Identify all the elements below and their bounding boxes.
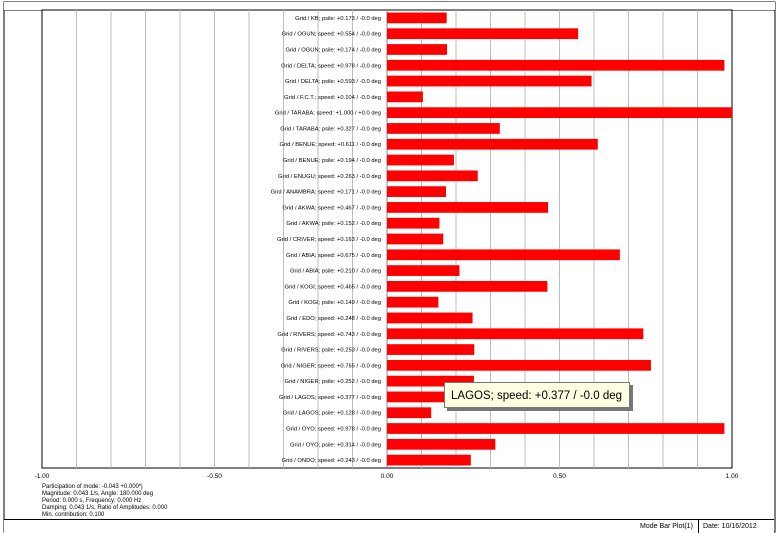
bar-category-label: Grid / ANAMBRA; speed: +0.171 / -0.0 deg [271,190,381,196]
bar [387,217,440,229]
bar-category-label: Grid / EDO; speed: +0.248 / -0.0 deg [286,316,381,322]
bar [387,344,475,355]
bar [387,91,423,103]
bar-category-label: Grid / BENUE; psile: +0.194 / -0.0 deg [283,158,381,164]
bar [387,407,432,419]
bar [387,202,549,213]
mode-info-line: Magnitude: 0.043 1/s, Angle: 180.000 deg [42,491,154,497]
bar [387,438,496,450]
bar-category-label: Grid / TARABA; speed: +1.000 / +0.0 deg [275,111,381,117]
bar-category-label: Grid / NIGER; speed: +0.765 / -0.0 deg [281,363,381,369]
bar-category-label: Grid / ABIA; speed: +0.675 / -0.0 deg [286,253,381,259]
bar [387,312,473,324]
x-tick-label: 1.00 [726,473,739,480]
bar-category-label: Grid / KOGI; psile: +0.149 / -0.0 deg [288,300,381,306]
bar [387,359,651,371]
bar-category-label: Grid / ENUGU; speed: +0.263 / -0.0 deg [278,174,381,180]
bar-series [387,12,732,466]
bar-category-label: Grid / AKWA; speed: +0.467 / -0.0 deg [282,205,381,211]
bar [387,154,454,166]
bar [387,249,620,261]
x-axis-ticks: -1.00 -0.50 0.00 0.50 1.00 [35,473,739,480]
bar [387,281,548,292]
bar-labels: Grid / KB; psile: +0.173 / -0.0 deg Grid … [271,16,381,464]
bar [387,375,474,387]
bar [387,186,446,197]
bar-category-label: Grid / OGUN; psile: +0.174 / -0.0 deg [285,47,381,53]
bar-category-label: Grid / BENUE; speed: +0.611 / -0.0 deg [279,142,381,148]
bar-category-label: Grid / OYO; speed: +0.978 / -0.0 deg [286,427,381,433]
mode-info-line: Damping: 0.043 1/s, Ratio of Amplitudes:… [42,505,168,511]
bar-category-label: Grid / OGUN; speed: +0.554 / -0.0 deg [282,32,381,38]
mode-info-line: Participation of mode: -0.043 +0.000*j [42,484,143,490]
bar-category-label: Grid / DELTA; psile: +0.593 / -0.0 deg [285,79,381,85]
bar [387,423,725,434]
bar-category-label: Grid / RIVERS; psile: +0.253 / -0.0 deg [281,348,381,354]
bar-category-label: Grid / ABIA; psile: +0.210 / -0.0 deg [290,269,381,275]
footer-divider [698,520,699,533]
bar [387,107,732,119]
plot-date: Date: 10/16/2012 [703,523,757,530]
bar-category-label: Grid / RIVERS; speed: +0.743 / -0.0 deg [277,332,381,338]
bar-category-label: Grid / NIGER; psile: +0.252 / -0.0 deg [284,379,381,385]
x-tick-label: -0.50 [207,473,222,480]
bar-category-label: Grid / LAGOS; speed: +0.377 / -0.0 deg [279,395,381,401]
x-tick-label: 0.50 [553,473,566,480]
bar-category-label: Grid / KOGI; speed: +0.465 / -0.0 deg [284,284,381,290]
bar [387,59,725,71]
x-tick-label: 0.00 [381,473,394,480]
bar [387,12,447,24]
mode-info-line: Period: 0.000 s, Frequency: 0.000 Hz [42,498,142,504]
bar-category-label: Grid / KB; psile: +0.173 / -0.0 deg [295,16,381,22]
bar-category-label: Grid / ONDO; speed: +0.243 / -0.0 deg [282,458,381,464]
bar [387,75,592,87]
bar [387,454,471,466]
x-tick-label: -1.00 [35,473,50,480]
bar [387,170,478,182]
bar [387,233,444,245]
bar [387,138,598,150]
bar-category-label: Grid / DELTA; speed: +0.978 / -0.0 deg [281,63,381,69]
bar-category-label: Grid / TARABA; psile: +0.327 / -0.0 deg [280,126,381,132]
bar [387,123,500,134]
bar-category-label: Grid / OYO; psile: +0.314 / -0.0 deg [290,442,381,448]
bar [387,44,448,55]
bar-category-label: Grid / F.C.T.; speed: +0.104 / -0.0 deg [284,95,381,101]
bar [387,328,644,340]
bar-category-label: Grid / LAGOS; psile: +0.128 / -0.0 deg [283,411,381,417]
plot-name: Mode Bar Plot(1) [640,523,693,530]
mode-info-line: Min. contribution: 0.100 [42,512,105,518]
bar-category-label: Grid / AKWA; psile: +0.152 / -0.0 deg [286,221,381,227]
bar [387,296,439,308]
footer-bar: Mode Bar Plot(1) Date: 10/16/2012 [4,519,774,533]
bar [387,28,579,40]
bar [387,265,460,276]
bar-category-label: Grid / CRIVER; speed: +0.163 / -0.0 deg [277,237,381,243]
bar-tooltip: LAGOS; speed: +0.377 / -0.0 deg [444,382,630,408]
